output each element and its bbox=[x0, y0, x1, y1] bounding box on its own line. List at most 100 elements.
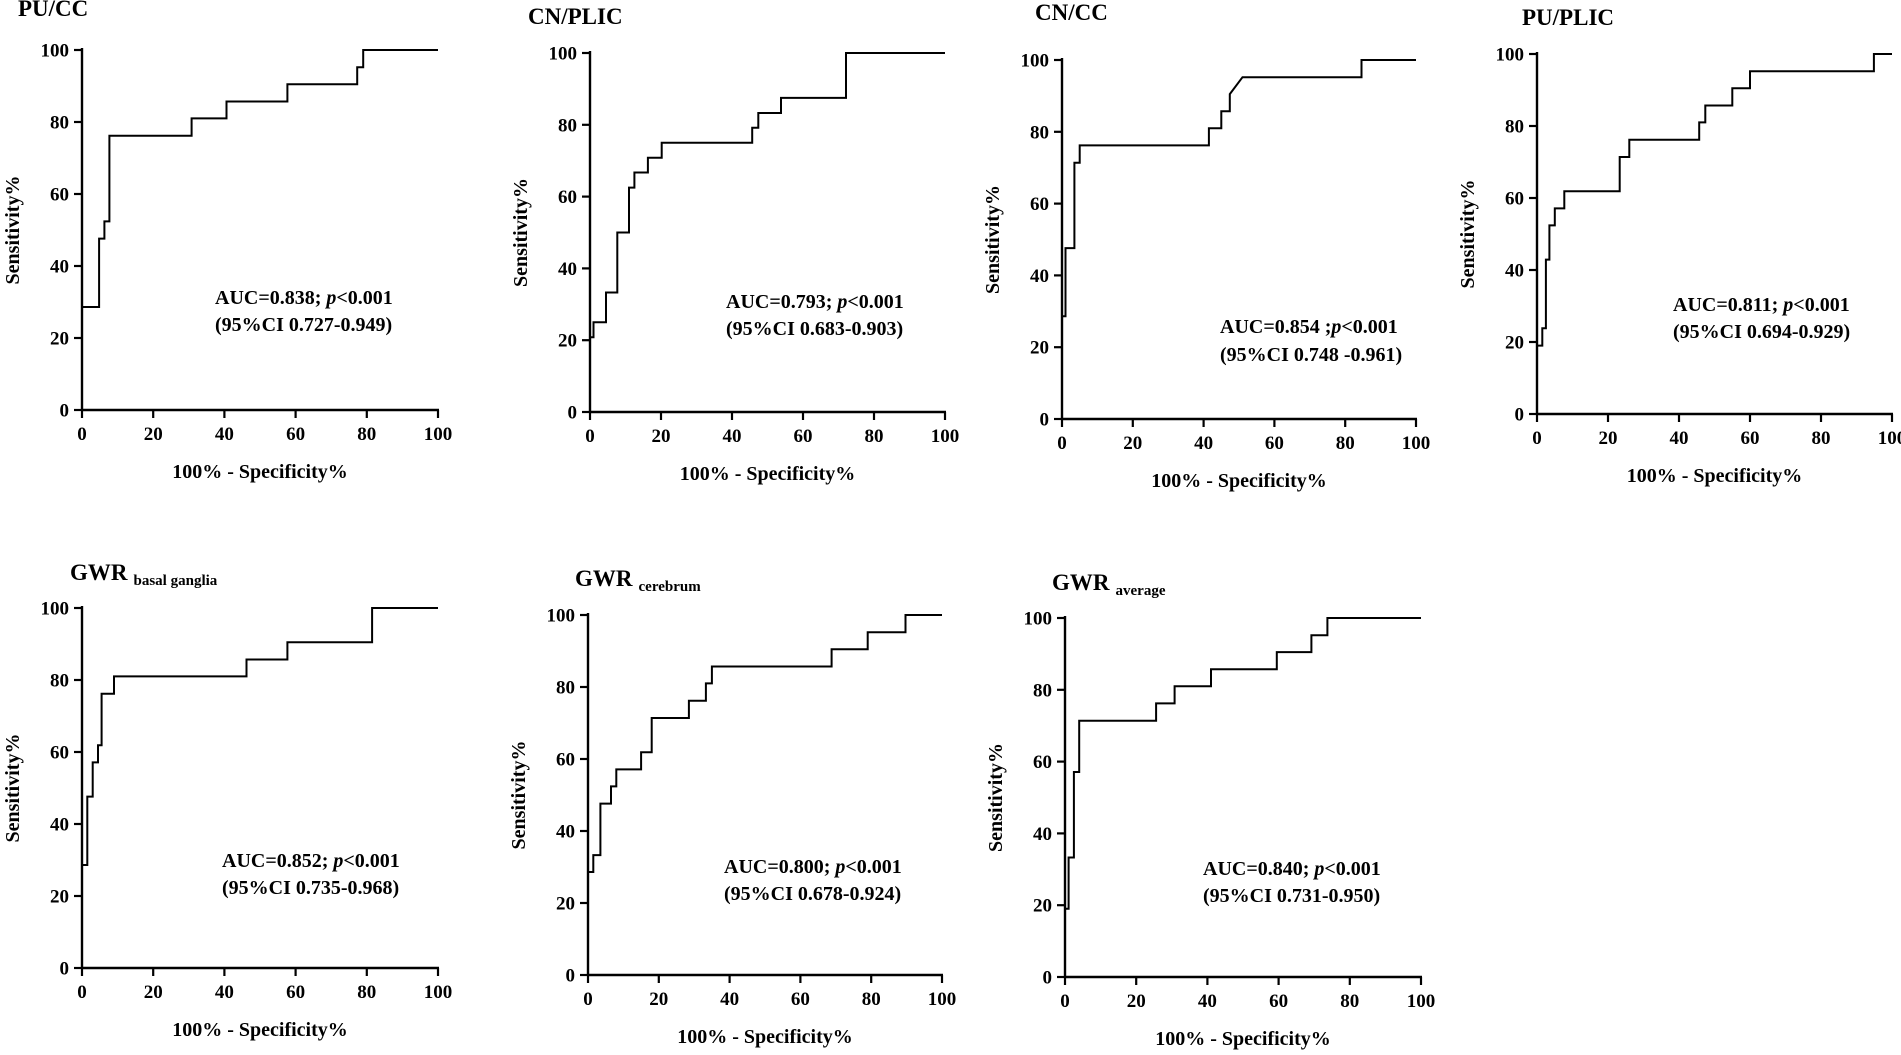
x-tick-label: 20 bbox=[1599, 428, 1618, 449]
roc-curve bbox=[81, 607, 438, 968]
y-tick-label: 40 bbox=[1030, 266, 1049, 287]
auc-value: AUC=0.838; bbox=[215, 287, 326, 309]
auc-annotation: AUC=0.793; p<0.001 bbox=[726, 291, 904, 313]
x-tick-label: 20 bbox=[144, 424, 163, 445]
panel-title: PU/PLIC bbox=[1522, 5, 1614, 30]
p-value: <0.001 bbox=[845, 856, 901, 878]
auc-annotation: AUC=0.852; p<0.001 bbox=[222, 850, 400, 872]
y-axis-title: Sensitivity% bbox=[2, 734, 24, 843]
x-tick-label: 80 bbox=[357, 424, 376, 445]
y-tick-label: 60 bbox=[50, 743, 69, 764]
p-symbol: p bbox=[331, 850, 343, 872]
ci-annotation: (95%CI 0.694-0.929) bbox=[1673, 321, 1850, 343]
ci-annotation: (95%CI 0.727-0.949) bbox=[215, 314, 392, 336]
x-tick-label: 40 bbox=[1670, 428, 1689, 449]
y-axis-title: Sensitivity% bbox=[2, 176, 24, 285]
p-value: <0.001 bbox=[1324, 858, 1380, 880]
y-tick-label: 40 bbox=[558, 259, 577, 280]
x-tick-label: 60 bbox=[1265, 433, 1284, 454]
auc-annotation: AUC=0.854 ;p<0.001 bbox=[1220, 316, 1398, 338]
x-tick-label: 20 bbox=[1127, 991, 1146, 1012]
x-tick-label: 60 bbox=[794, 426, 813, 447]
y-tick-label: 80 bbox=[556, 678, 575, 699]
y-tick-label: 40 bbox=[1033, 824, 1052, 845]
p-value: <0.001 bbox=[1341, 316, 1397, 338]
roc-curve bbox=[589, 52, 945, 412]
roc-panel-1: PU/CC 0 20 40 60 80 100 0 20 40 60 80 100 100% - Spec… bbox=[2, 0, 452, 483]
x-tick-label: 20 bbox=[649, 989, 668, 1010]
panel-title: GWR cerebrum bbox=[575, 566, 701, 595]
y-tick-label: 100 bbox=[549, 44, 578, 65]
y-axis-title: Sensitivity% bbox=[1457, 180, 1479, 289]
ci-annotation: (95%CI 0.678-0.924) bbox=[724, 883, 901, 905]
ci-annotation: (95%CI 0.731-0.950) bbox=[1203, 885, 1380, 907]
roc-panel-4: PU/PLIC 0 20 40 60 80 100 0 20 40 60 80 100 100% - Sp… bbox=[1457, 5, 1901, 487]
x-tick-label: 40 bbox=[723, 426, 742, 447]
panel-title: GWR basal ganglia bbox=[70, 560, 218, 589]
roc-curve bbox=[1061, 59, 1416, 419]
panel-title-subscript: cerebrum bbox=[639, 579, 702, 595]
y-tick-label: 100 bbox=[41, 41, 70, 62]
y-tick-label: 0 bbox=[1040, 410, 1050, 431]
x-tick-label: 0 bbox=[1060, 991, 1070, 1012]
ci-annotation: (95%CI 0.683-0.903) bbox=[726, 318, 903, 340]
y-tick-label: 100 bbox=[41, 599, 70, 620]
y-tick-label: 20 bbox=[50, 329, 69, 350]
x-axis-title: 100% - Specificity% bbox=[1151, 470, 1327, 492]
panel-title-text: CN/CC bbox=[1035, 0, 1108, 25]
x-tick-label: 80 bbox=[1340, 991, 1359, 1012]
auc-annotation: AUC=0.840; p<0.001 bbox=[1203, 858, 1381, 880]
y-tick-label: 80 bbox=[50, 113, 69, 134]
x-tick-label: 20 bbox=[144, 982, 163, 1003]
roc-panel-2: CN/PLIC 0 20 40 60 80 100 0 20 40 60 80 100 100% - Sp… bbox=[510, 4, 959, 485]
y-tick-label: 0 bbox=[1043, 968, 1053, 989]
x-tick-label: 60 bbox=[286, 982, 305, 1003]
y-tick-label: 40 bbox=[50, 257, 69, 278]
x-axis-title: 100% - Specificity% bbox=[680, 463, 856, 485]
x-tick-label: 100 bbox=[424, 982, 453, 1003]
y-tick-label: 60 bbox=[558, 187, 577, 208]
auc-value: AUC=0.852; bbox=[222, 850, 333, 872]
auc-annotation: AUC=0.811; p<0.001 bbox=[1673, 294, 1850, 316]
x-tick-label: 60 bbox=[1269, 991, 1288, 1012]
y-tick-label: 40 bbox=[1505, 261, 1524, 282]
p-value: <0.001 bbox=[847, 291, 903, 313]
y-tick-label: 60 bbox=[1505, 189, 1524, 210]
x-tick-label: 60 bbox=[286, 424, 305, 445]
x-tick-label: 40 bbox=[1198, 991, 1217, 1012]
y-tick-label: 80 bbox=[1033, 680, 1052, 701]
y-tick-label: 0 bbox=[60, 401, 70, 422]
p-symbol: p bbox=[833, 856, 845, 878]
auc-annotation: AUC=0.800; p<0.001 bbox=[724, 856, 902, 878]
roc-panel-5: GWR basal ganglia 0 20 40 60 80 100 0 20 40 60 80 100… bbox=[2, 560, 452, 1041]
x-tick-label: 0 bbox=[77, 982, 87, 1003]
auc-value: AUC=0.854 ; bbox=[1220, 316, 1331, 338]
x-tick-label: 40 bbox=[1194, 433, 1213, 454]
y-tick-label: 60 bbox=[50, 185, 69, 206]
y-tick-label: 20 bbox=[1505, 333, 1524, 354]
x-tick-label: 0 bbox=[585, 426, 595, 447]
y-tick-label: 80 bbox=[558, 115, 577, 136]
y-tick-label: 100 bbox=[1024, 609, 1053, 630]
x-tick-label: 100 bbox=[928, 989, 957, 1010]
x-tick-label: 20 bbox=[652, 426, 671, 447]
p-value: <0.001 bbox=[343, 850, 399, 872]
x-axis-title: 100% - Specificity% bbox=[172, 1019, 348, 1041]
p-value: <0.001 bbox=[1793, 294, 1849, 316]
x-tick-label: 80 bbox=[1812, 428, 1831, 449]
y-tick-label: 0 bbox=[1515, 405, 1525, 426]
y-tick-label: 20 bbox=[50, 887, 69, 908]
roc-curve bbox=[1064, 617, 1421, 977]
ci-annotation: (95%CI 0.735-0.968) bbox=[222, 877, 399, 899]
x-tick-label: 60 bbox=[1741, 428, 1760, 449]
ci-annotation: (95%CI 0.748 -0.961) bbox=[1220, 344, 1402, 366]
y-tick-label: 0 bbox=[566, 966, 576, 987]
x-axis-title: 100% - Specificity% bbox=[1155, 1028, 1331, 1050]
p-value: <0.001 bbox=[336, 287, 392, 309]
y-tick-label: 100 bbox=[1021, 51, 1050, 72]
y-axis-title: Sensitivity% bbox=[985, 743, 1007, 852]
x-tick-label: 80 bbox=[865, 426, 884, 447]
x-tick-label: 80 bbox=[862, 989, 881, 1010]
auc-annotation: AUC=0.838; p<0.001 bbox=[215, 287, 393, 309]
